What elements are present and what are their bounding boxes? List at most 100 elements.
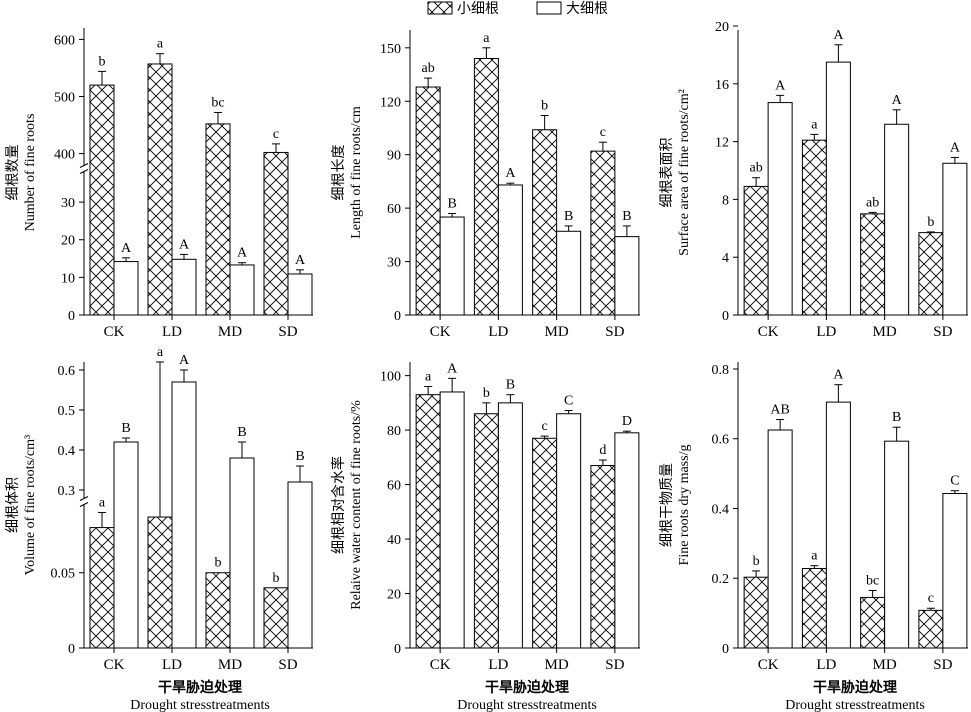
significance-letter: B: [121, 421, 130, 436]
y-tick-label: 0: [68, 309, 75, 324]
xlabel-cn-1: 干旱胁迫处理: [158, 679, 242, 696]
significance-letter: c: [600, 125, 606, 140]
significance-letter: a: [99, 496, 106, 511]
y-axis-title-en: Volume of fine roots/cm³: [23, 435, 38, 575]
bar-large-roots: [439, 391, 465, 649]
significance-letter: D: [622, 414, 632, 429]
xlabel-en-3: Drought stresstreatments: [785, 698, 925, 712]
y-tick-label: 150: [380, 42, 401, 57]
y-tick-label: 0: [722, 309, 729, 324]
x-tick-label: LD: [162, 657, 182, 673]
bar-large-roots: [497, 402, 523, 649]
y-tick-label: 4: [722, 251, 729, 266]
y-tick-label: 80: [387, 424, 401, 439]
x-tick-label: SD: [933, 324, 952, 340]
y-tick-label: 120: [380, 95, 401, 110]
significance-letter: A: [833, 28, 844, 43]
bar-large-roots: [287, 273, 313, 316]
chart-panel-6: 0 0.2 0.4 0.6 0.8 CK b AB LD a A MD bc B SD c C 细根干物质量 Fin…: [659, 362, 968, 673]
bar-large-roots: [556, 230, 582, 316]
x-tick-label: CK: [104, 324, 125, 340]
significance-letter: A: [892, 93, 903, 108]
significance-letter: a: [157, 345, 164, 360]
y-tick-label: 0: [394, 309, 401, 324]
chart-panel-1: 0 10 20 30 400 500 600 CK b A LD a A MD bc A SD c A 细根数量 Num…: [5, 28, 313, 340]
significance-letter: A: [950, 140, 961, 155]
bar-small-roots: [415, 86, 441, 316]
y-tick-label: 0.6: [58, 364, 76, 379]
x-tick-label: LD: [488, 657, 508, 673]
significance-letter: B: [447, 196, 456, 211]
bar-small-roots: [205, 572, 231, 649]
bar-large-roots: [229, 264, 255, 316]
y-tick-label: 0.5: [58, 404, 76, 419]
x-tick-label: SD: [278, 657, 297, 673]
chart-panel-5: 0 20 40 60 80 100 CK aA LD b B MD c C SD d D 细根相对含水率 Relai…: [330, 361, 640, 673]
x-tick-label: MD: [545, 324, 569, 340]
bar-small-roots: [263, 587, 289, 649]
y-axis-title-cn: 细根干物质量: [659, 463, 675, 547]
x-tick-label: MD: [545, 657, 569, 673]
bar-large-roots: [439, 216, 465, 316]
significance-letter: B: [506, 378, 515, 393]
bar-large-roots: [113, 261, 139, 316]
bar-small-roots: [147, 63, 173, 316]
xlabel-en-2: Drought stresstreatments: [457, 698, 597, 712]
bar-small-roots: [590, 150, 616, 316]
x-tick-label: CK: [430, 657, 451, 673]
bar-large-roots: [171, 381, 197, 649]
bar-small-roots: [743, 576, 769, 649]
x-tick-label: CK: [104, 657, 125, 673]
y-axis-title-en: Relaive water content of fine roots/%: [349, 400, 364, 610]
y-tick-label: 0: [722, 642, 729, 657]
significance-letter: B: [892, 410, 901, 425]
y-axis-title-cn: 细根长度: [331, 145, 347, 201]
y-tick-label: 0.3: [58, 484, 76, 499]
x-tick-label: CK: [758, 324, 779, 340]
bar-large-roots: [287, 481, 313, 649]
significance-letter: a: [157, 37, 164, 52]
significance-letter: B: [237, 425, 246, 440]
x-tick-label: MD: [218, 324, 242, 340]
bar-small-roots: [147, 516, 173, 649]
legend-label-small: 小细根: [457, 1, 499, 17]
y-tick-label: 0.2: [712, 572, 730, 587]
significance-letter: b: [927, 215, 934, 230]
bar-small-roots: [263, 151, 289, 316]
legend-swatch-large: [536, 1, 562, 15]
x-tick-label: SD: [605, 657, 624, 673]
y-tick-label: 20: [387, 588, 401, 603]
x-tick-label: CK: [430, 324, 451, 340]
bar-large-roots: [884, 123, 910, 316]
y-tick-label: 40: [387, 533, 401, 548]
axis-break-mark: [79, 496, 89, 501]
x-tick-label: SD: [605, 324, 624, 340]
bar-small-roots: [205, 123, 231, 316]
x-tick-label: LD: [816, 324, 836, 340]
x-tick-label: SD: [933, 657, 952, 673]
y-axis-title-cn: 细根数量: [5, 145, 21, 201]
xlabel-en-1: Drought stresstreatments: [130, 698, 270, 712]
significance-letter: B: [622, 209, 631, 224]
y-tick-label: 12: [715, 136, 729, 151]
bar-large-roots: [614, 236, 640, 316]
y-tick-label: 0: [68, 642, 75, 657]
significance-letter: bc: [866, 573, 879, 588]
significance-letter: b: [273, 571, 280, 586]
xlabel-cn-2: 干旱胁迫处理: [485, 679, 569, 696]
significance-letter: a: [811, 117, 818, 132]
bar-large-roots: [767, 102, 793, 316]
y-axis-title-cn: 细根体积: [5, 477, 21, 533]
y-axis-title-en: Length of fine roots/cm: [349, 106, 364, 239]
significance-letter: b: [483, 386, 490, 401]
significance-letter: A: [505, 166, 516, 181]
bar-small-roots: [590, 465, 616, 649]
bar-small-roots: [801, 139, 827, 316]
axis-break-mark: [79, 502, 89, 507]
significance-letter: A: [295, 253, 306, 268]
bar-small-roots: [532, 129, 558, 316]
bar-large-roots: [113, 441, 139, 649]
significance-letter: A: [833, 368, 844, 383]
y-tick-label: 60: [387, 479, 401, 494]
